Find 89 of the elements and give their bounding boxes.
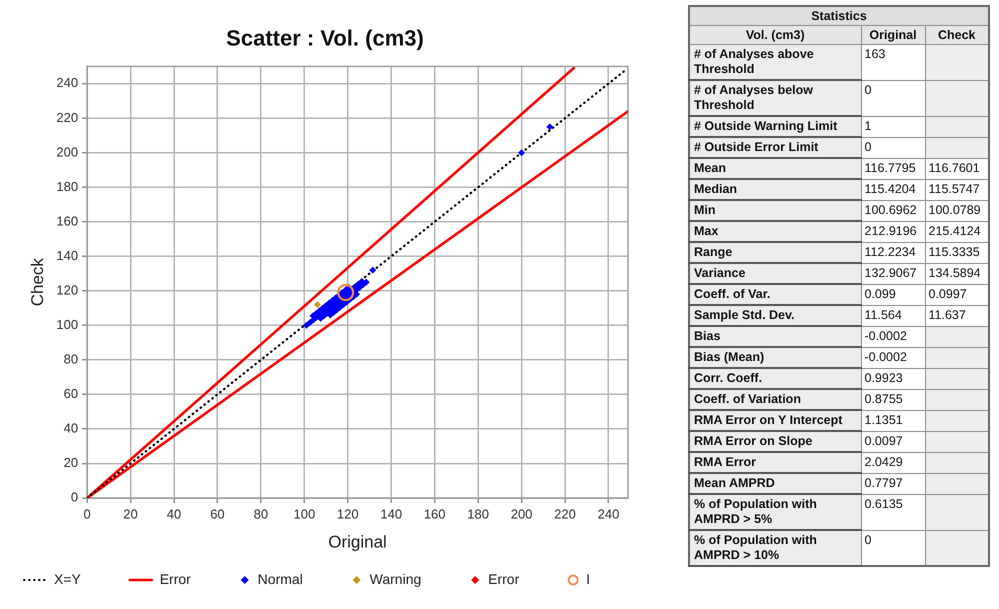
y-tick-label: # of Analyses above Threshold (689, 44, 861, 80)
y-tick-label: Median (689, 179, 861, 200)
y-tick-label: Bias (Mean) (689, 347, 861, 368)
data-label: 1.1351 (861, 410, 925, 431)
y-tick-label: 200 (56, 144, 78, 160)
y-tick-label: RMA Error on Slope (689, 431, 861, 452)
data-label: 100.0789 (925, 200, 990, 221)
y-tick-label: Sample Std. Dev. (689, 305, 861, 326)
data-label: 115.4204 (861, 179, 925, 200)
y-tick-label: 140 (56, 248, 78, 263)
data-label: 116.7601 (925, 158, 990, 179)
y-tick-label: Variance (689, 263, 861, 284)
data-label: 215.4124 (925, 221, 990, 242)
legend-label: Error (160, 570, 192, 587)
y-tick-label: 100 (56, 316, 78, 332)
data-label: 115.5747 (925, 179, 990, 200)
data-label: 2.0429 (861, 452, 925, 473)
chart-title: Statistics (689, 6, 990, 26)
data-label: 112.2234 (861, 242, 925, 263)
data-label: 116.7795 (861, 158, 925, 179)
data-label: 115.3335 (925, 242, 990, 263)
y-tick-label: Range (689, 242, 861, 263)
y-tick-label: # Outside Warning Limit (689, 116, 861, 137)
data-label: 0 (861, 137, 925, 158)
y-tick-label: RMA Error on Y Intercept (689, 410, 861, 431)
data-label: 132.9067 (861, 263, 925, 284)
y-tick-label: RMA Error (689, 452, 861, 473)
y-tick-label: Bias (689, 326, 861, 347)
x-tick-label: 0 (83, 506, 91, 522)
y-tick-label: 120 (56, 282, 78, 298)
y-tick-label: 80 (64, 351, 78, 366)
x-tick-label: 120 (336, 506, 359, 522)
y-tick-label: 40 (64, 420, 78, 436)
y-tick-label: 180 (56, 178, 78, 194)
data-label: 1 (861, 116, 925, 137)
y-axis-title: Check (28, 258, 47, 306)
x-tick-label: 80 (254, 506, 268, 522)
y-tick-label: Max (689, 221, 861, 242)
data-label: 0 (861, 80, 925, 116)
y-tick-label: # of Analyses below Threshold (689, 80, 861, 116)
legend-label: X=Y (54, 570, 82, 587)
x-axis-title: Original (328, 532, 387, 552)
data-label: 134.5894 (925, 263, 990, 284)
x-tick-label: 180 (467, 506, 489, 522)
legend-label: Normal (258, 570, 303, 587)
y-tick-label: % of Population with AMPRD > 5% (689, 494, 861, 530)
data-label: 0.0097 (861, 431, 925, 452)
x-tick-label: 240 (598, 506, 620, 522)
data-label: 11.564 (861, 305, 925, 326)
data-label: -0.0002 (861, 347, 925, 368)
y-tick-label: 160 (56, 213, 78, 228)
data-label: -0.0002 (861, 326, 925, 347)
y-axis-title: Vol. (cm3) (689, 26, 861, 44)
y-tick-label: 20 (64, 455, 78, 470)
legend-label: Warning (370, 570, 422, 587)
data-label: 0.7797 (861, 473, 925, 494)
y-tick-label: Corr. Coeff. (689, 368, 861, 389)
y-tick-label: 240 (56, 75, 78, 90)
y-tick-label: 220 (56, 110, 78, 125)
legend-label: I (586, 570, 590, 587)
data-label: 0.099 (861, 284, 925, 305)
y-tick-label: # Outside Error Limit (689, 137, 861, 158)
data-label: 0.0997 (925, 284, 990, 305)
data-label: 212.9196 (861, 221, 925, 242)
x-tick-label: 220 (554, 506, 576, 522)
y-tick-label: 0 (70, 490, 78, 505)
y-tick-label: Mean (689, 158, 861, 179)
y-tick-label: Min (689, 200, 861, 221)
x-tick-label: 40 (166, 506, 182, 522)
chart-title: Scatter : Vol. (cm3) (226, 25, 424, 50)
x-tick-label: 160 (424, 506, 446, 522)
data-label: 0.8755 (861, 389, 925, 410)
legend-label: Error (488, 570, 520, 587)
y-tick-label: Coeff. of Variation (689, 389, 861, 410)
y-tick-label: % of Population with AMPRD > 10% (689, 530, 861, 566)
data-label: 0.9923 (861, 368, 925, 389)
x-tick-label: 200 (510, 506, 532, 522)
data-label: 11.637 (925, 305, 990, 326)
x-tick-label: 100 (293, 506, 316, 522)
data-label: 100.6962 (861, 200, 925, 221)
x-tick-label: 20 (123, 506, 138, 522)
y-tick-label: Mean AMPRD (689, 473, 861, 494)
y-tick-label: 60 (64, 386, 78, 401)
y-tick-label: Coeff. of Var. (689, 284, 861, 305)
x-tick-label: 60 (210, 506, 225, 522)
data-label: 163 (861, 44, 925, 80)
data-label: 0.6135 (861, 494, 925, 530)
data-label: 0 (861, 530, 925, 566)
x-tick-label: 140 (380, 506, 402, 522)
